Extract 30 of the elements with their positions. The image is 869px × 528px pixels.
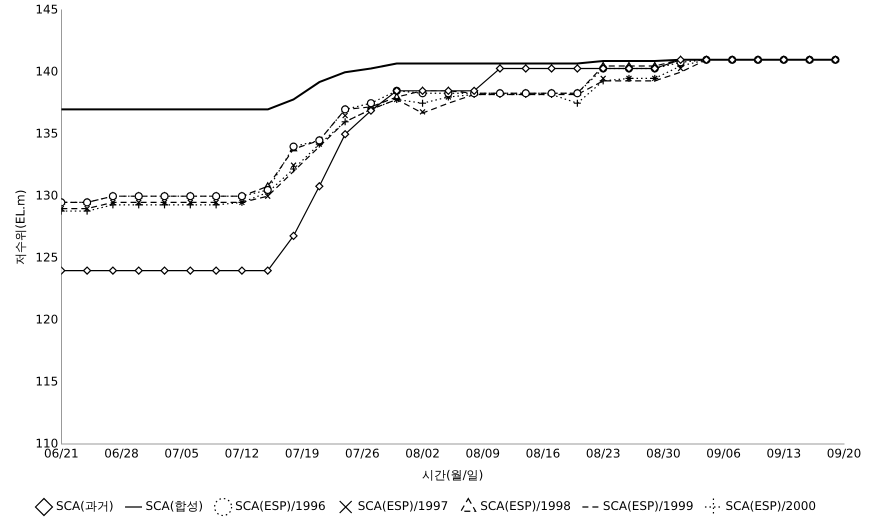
y-tick-label: 130 [35,188,58,202]
legend-label: SCA(ESP)/2000 [725,499,816,514]
x-tick-label: 08/30 [646,446,681,461]
x-tick-label: 07/26 [345,446,380,461]
x-tick-label: 07/05 [164,446,200,461]
x-axis-title: 시간(월/일) [422,468,484,482]
x-tick-label: 08/23 [586,446,620,461]
y-tick-label: 115 [35,374,58,388]
legend-label: SCA(ESP)/1998 [480,499,571,514]
x-tick-label: 07/12 [224,446,260,461]
x-tick-label: 08/02 [405,446,440,461]
legend-label: SCA(합성) [146,499,204,514]
y-tick-label: 140 [35,64,58,78]
y-axis-title: 저수위(EL.m) [13,190,28,265]
x-tick-label: 09/13 [766,446,802,461]
x-tick-label: 07/19 [284,446,320,461]
x-tick-label: 09/06 [706,446,741,461]
legend-label: SCA(ESP)/1996 [235,499,326,514]
y-tick-label: 120 [35,312,58,326]
x-tick-label: 08/09 [465,446,500,461]
legend-label: SCA(과거) [56,499,114,514]
y-tick-label: 125 [35,250,58,264]
x-tick-label: 06/28 [104,446,139,461]
legend-label: SCA(ESP)/1999 [602,499,694,514]
y-tick-label: 145 [35,2,58,16]
y-tick-label: 135 [35,126,58,140]
x-tick-label: 08/16 [526,446,560,461]
legend-label: SCA(ESP)/1997 [358,499,448,514]
x-tick-label: 09/20 [826,446,862,461]
x-tick-label: 06/21 [44,446,79,461]
